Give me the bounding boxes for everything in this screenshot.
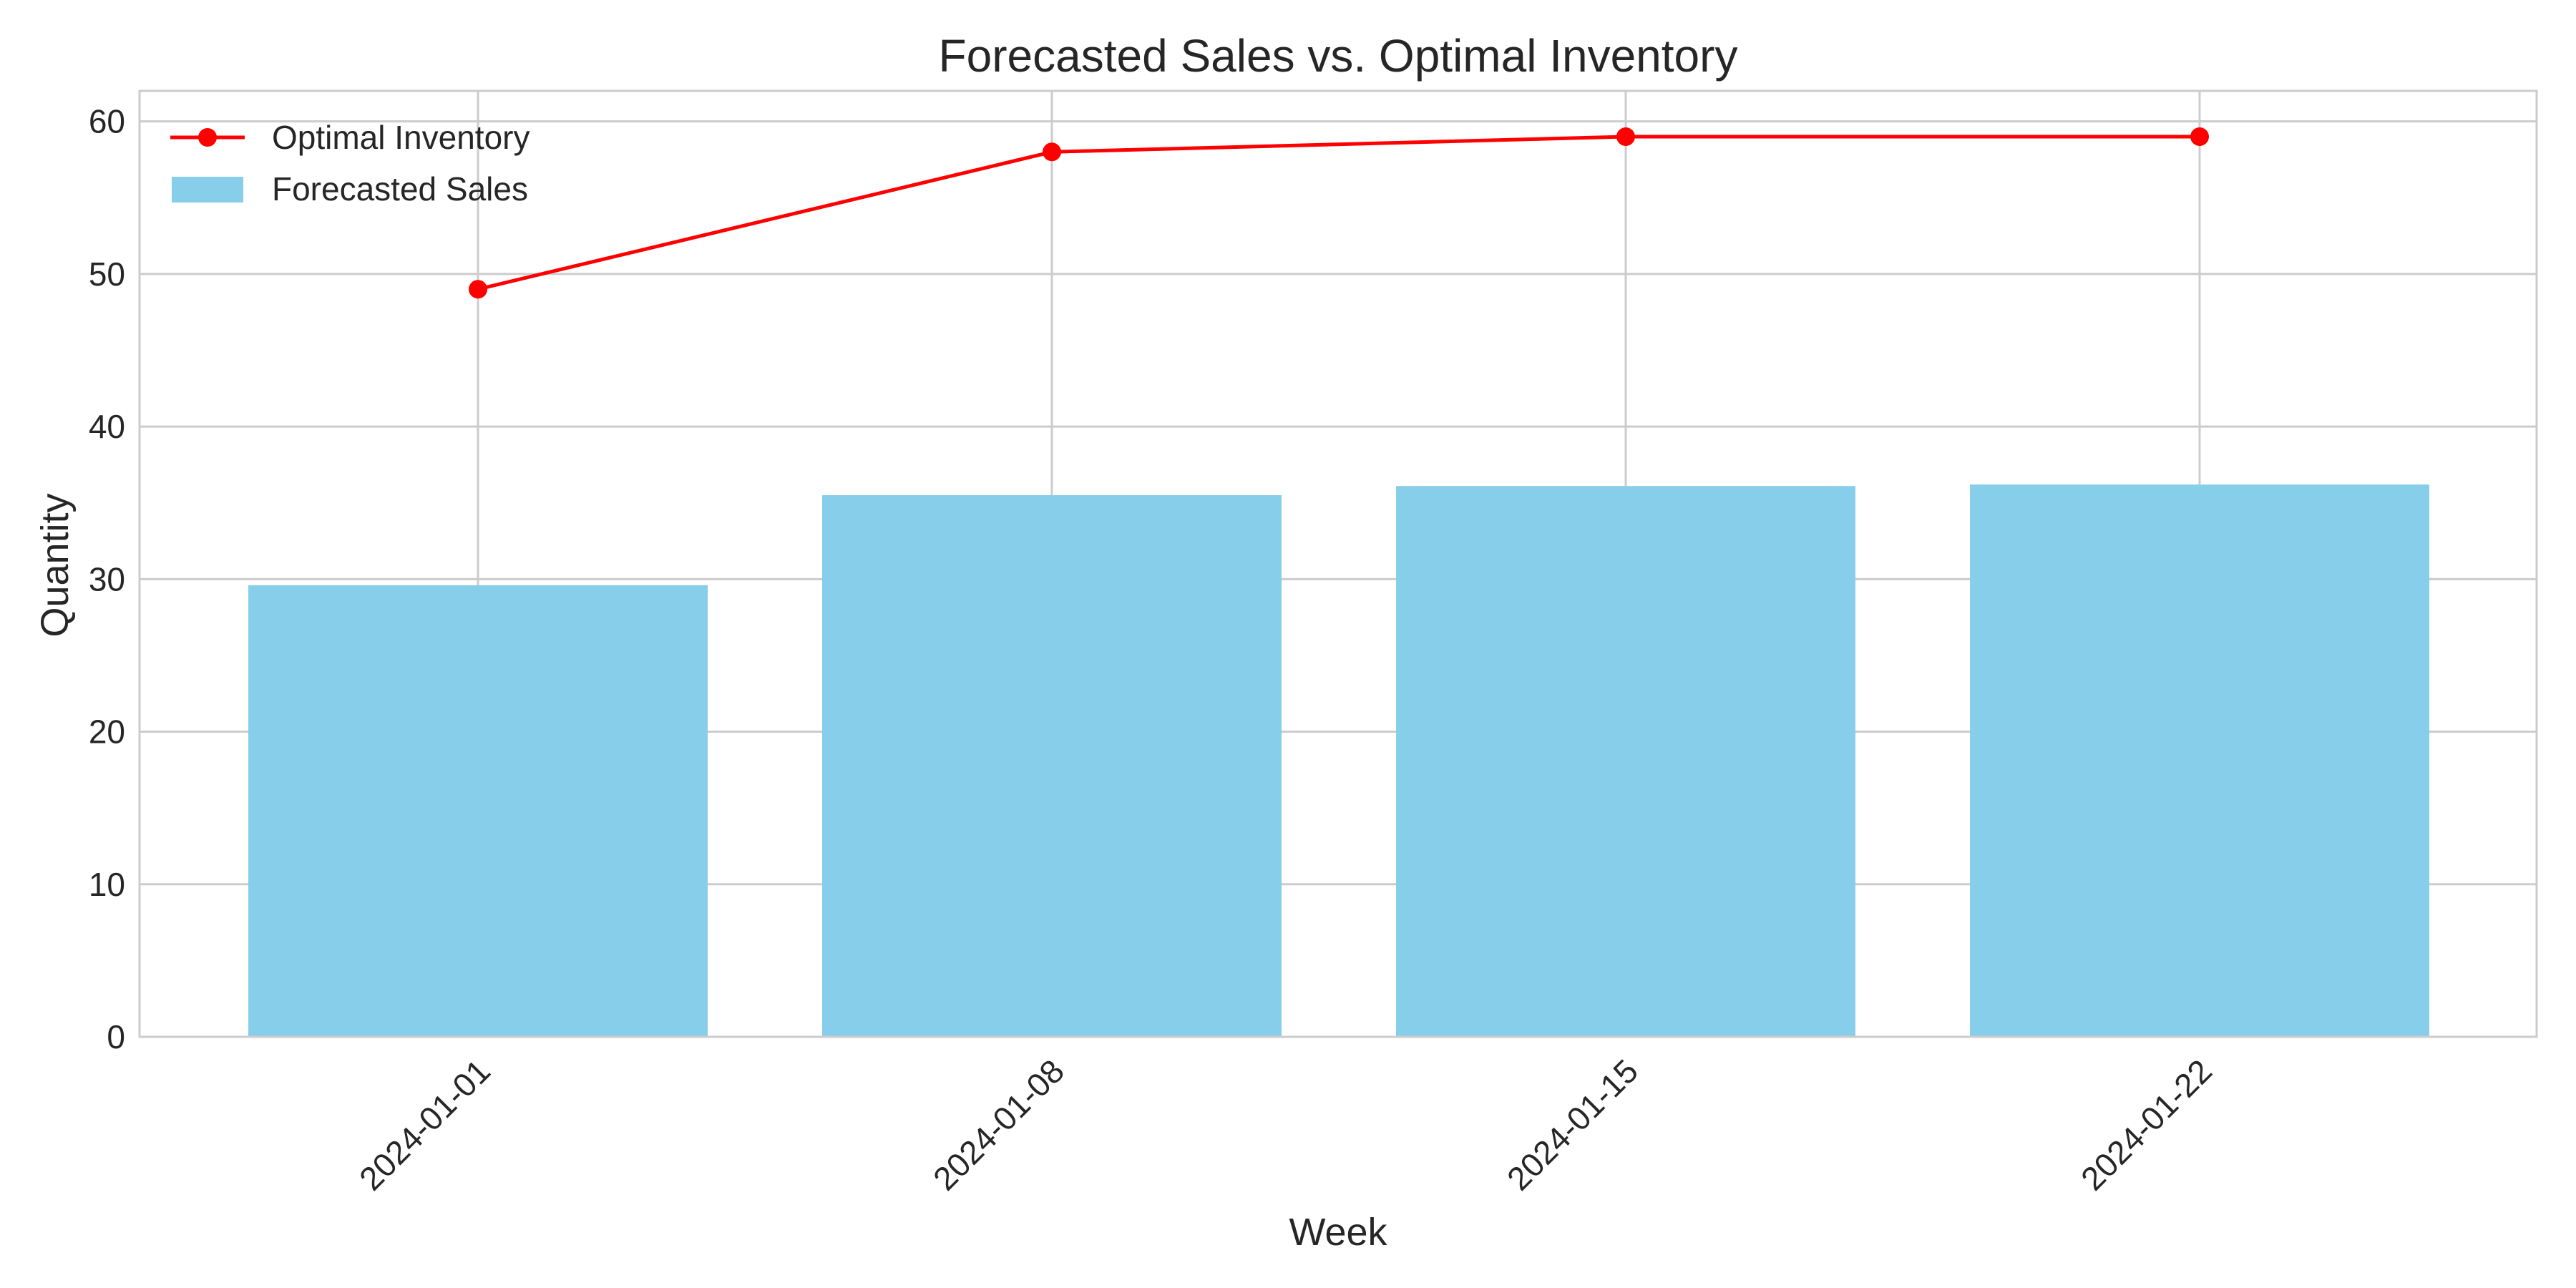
legend-label-optimal-inventory: Optimal Inventory [272,119,530,156]
y-tick-label: 50 [89,255,125,293]
y-tick-label: 40 [89,408,125,445]
y-tick-label: 10 [89,866,125,903]
y-tick-label: 20 [89,713,125,751]
bar-forecasted-sales [1970,484,2429,1037]
y-tick-label: 30 [89,560,125,597]
bar-forecasted-sales [248,585,708,1037]
point-optimal-inventory [2190,127,2209,146]
legend: Optimal Inventory Forecasted Sales [170,119,530,208]
y-tick-label: 0 [107,1018,125,1055]
legend-marker-swatch [198,128,217,147]
x-tick-label: 2024-01-08 [926,1052,1071,1197]
legend-label-forecasted-sales: Forecasted Sales [272,170,528,208]
point-optimal-inventory [1043,142,1061,162]
x-tick-label: 2024-01-15 [1500,1052,1645,1197]
bar-forecasted-sales [822,495,1282,1037]
x-tick-label: 2024-01-22 [2074,1052,2219,1197]
plot-frame [138,89,2538,1038]
x-tick-label: 2024-01-01 [352,1052,497,1197]
y-tick-label: 60 [89,103,125,140]
chart-title: Forecasted Sales vs. Optimal Inventory [939,30,1738,82]
point-optimal-inventory [1616,127,1635,146]
y-axis-label: Quantity [34,493,77,637]
legend-bar-swatch [172,177,243,203]
bar-series [248,484,2429,1037]
line-series [469,127,2209,299]
line-optimal-inventory [477,135,2200,291]
x-tick-labels: 2024-01-01 2024-01-08 2024-01-15 2024-01-22 [352,1052,2219,1197]
x-axis-label: Week [1289,1211,1387,1254]
bar-forecasted-sales [1396,486,1855,1037]
y-tick-labels: 0 10 20 30 40 50 60 [89,103,125,1055]
point-optimal-inventory [469,280,487,299]
